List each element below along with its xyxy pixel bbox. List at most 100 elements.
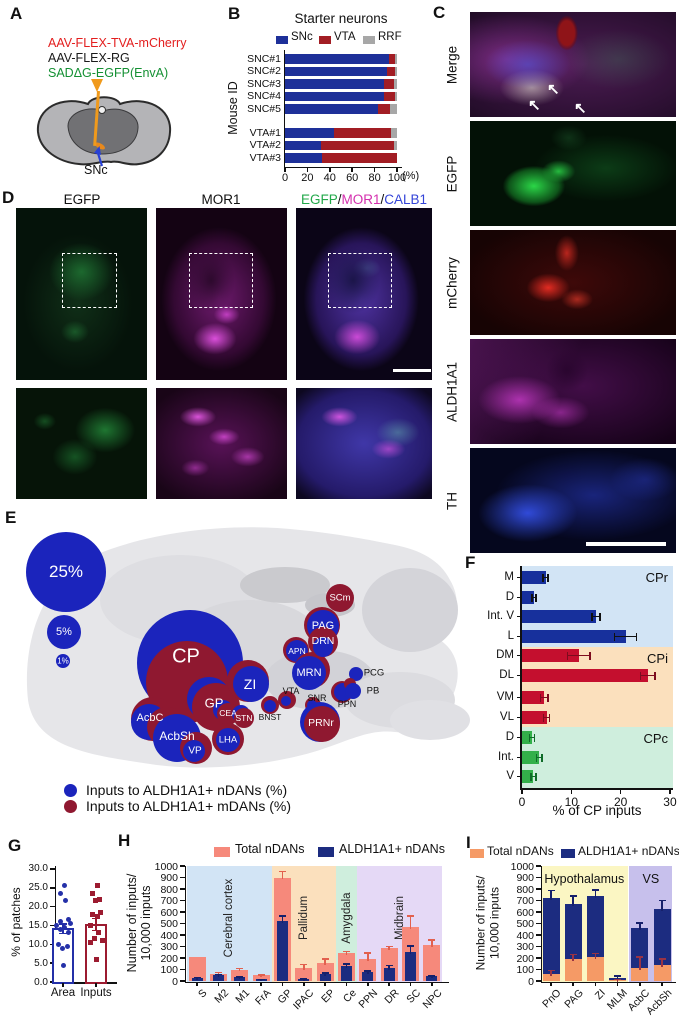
- h-region-label: Pallidum: [297, 895, 310, 941]
- f-group-label: CPi: [647, 651, 668, 666]
- d-col1-title: EGFP: [63, 192, 101, 207]
- i-y-tick: [536, 968, 541, 971]
- d-col3-calb1: CALB1: [384, 192, 428, 207]
- g-y-tick-label: 15.0: [28, 919, 48, 931]
- e-bubble-label: MRN: [296, 667, 322, 679]
- h-y-tick-label: 400: [160, 929, 178, 942]
- f-err-cap: [613, 632, 616, 641]
- b-row-label: VTA#3: [249, 151, 281, 164]
- b-legend-label-vta: VTA: [334, 31, 356, 43]
- b-bar-segment: [320, 140, 394, 150]
- b-legend-label-rrf: RRF: [378, 31, 402, 43]
- e-legend-dot-mdans: [64, 800, 77, 813]
- f-err-line: [531, 596, 536, 599]
- i-y-axis: [540, 866, 542, 982]
- panel-a-label: A: [10, 4, 23, 23]
- b-bar-segment: [394, 91, 397, 101]
- h-bar-aldh: [234, 976, 246, 981]
- h-err-cap: [364, 952, 372, 954]
- b-bar-segment: [393, 140, 397, 150]
- h-err-cap: [214, 971, 222, 974]
- h-err-line: [303, 963, 305, 970]
- i-err-line: [616, 975, 619, 980]
- h-err-line: [324, 972, 326, 976]
- e-bubble: [183, 740, 205, 762]
- g-x-tick: [62, 983, 64, 987]
- i-err-line: [572, 895, 574, 906]
- h-x-tick: [196, 982, 198, 986]
- f-bar: [522, 649, 579, 662]
- e-bubble-label: PPN: [337, 699, 357, 709]
- f-err-cap: [535, 772, 537, 781]
- e-bubble-label: VTA: [282, 686, 300, 696]
- b-bar-segment: [377, 104, 391, 114]
- h-err-line: [345, 963, 348, 969]
- g-data-point: [61, 883, 67, 889]
- i-err-cap: [636, 956, 644, 958]
- e-bubble-label: CEA: [219, 708, 237, 718]
- h-y-axis: [184, 866, 186, 982]
- b-bar-segment: [383, 91, 395, 101]
- i-legend-label-aldh: ALDH1A1+ nDANs: [578, 844, 679, 858]
- h-err-cap: [385, 945, 393, 948]
- h-err-line: [388, 945, 390, 951]
- h-err-line: [367, 952, 369, 962]
- h-y-tick: [180, 934, 185, 936]
- i-x-label: MLM: [605, 987, 631, 1012]
- c-image-aldh1a1: [470, 339, 676, 444]
- h-y-tick-label: 500: [160, 918, 178, 930]
- f-cat-label: M: [504, 570, 514, 583]
- h-x-tick: [217, 982, 220, 986]
- f-bar: [522, 751, 540, 764]
- i-err-cap: [636, 922, 644, 924]
- b-bar-segment: [285, 128, 335, 138]
- f-x-axis-title: % of CP inputs: [552, 803, 642, 818]
- i-y-tick-label: 0: [528, 975, 534, 988]
- f-cat-label: DL: [499, 668, 514, 681]
- e-bubble: [234, 708, 254, 728]
- f-cat-label: VL: [499, 710, 514, 723]
- merge-arrow-icon: ↖: [574, 100, 587, 117]
- b-chart-title: Starter neurons: [294, 11, 388, 26]
- f-err-cap: [639, 671, 642, 680]
- b-x-axis-unit: (%): [402, 170, 420, 182]
- f-group-label: CPr: [645, 570, 668, 585]
- i-y-tick: [536, 922, 541, 925]
- f-bar: [522, 691, 545, 704]
- b-row-label: SNC#3: [247, 77, 281, 90]
- construct-line-egfp-enva: SADΔG-EGFP(EnvA): [48, 66, 169, 80]
- b-x-tick-label: 20: [301, 171, 314, 184]
- b-bar-segment: [390, 104, 397, 114]
- f-x-tick-label: 0: [518, 795, 526, 809]
- i-y-tick: [536, 899, 541, 902]
- f-bar: [522, 669, 648, 682]
- b-row-label: SNC#2: [247, 65, 281, 77]
- e-bubble-label: PCG: [363, 667, 385, 679]
- i-err-cap: [658, 899, 666, 902]
- f-cat-tick: [517, 674, 522, 677]
- e-bubble-label: APN: [288, 646, 306, 656]
- h-region-label: Amygdala: [340, 892, 353, 944]
- i-y-tick-label: 1000: [510, 860, 534, 873]
- e-legend-label-ndans: Inputs to ALDH1A1+ nDANs (%): [86, 782, 288, 798]
- h-err-line: [345, 950, 348, 956]
- i-err-line: [639, 956, 641, 970]
- h-err-cap: [193, 976, 201, 979]
- g-y-tick-label: 10.0: [28, 938, 48, 950]
- i-y-tick-label: 200: [516, 952, 534, 965]
- h-x-tick: [303, 982, 305, 986]
- i-y-tick: [536, 934, 541, 936]
- panel-d-label: D: [2, 188, 15, 207]
- e-bubble-label: SNR: [307, 693, 327, 703]
- i-region-label: VS: [642, 872, 660, 886]
- f-x-tick: [669, 790, 671, 794]
- h-y-tick-label: 600: [160, 906, 178, 919]
- g-y-tick-label: 30.0: [28, 863, 48, 875]
- e-bubble: [349, 667, 363, 681]
- f-x-tick: [570, 790, 573, 794]
- h-x-axis: [184, 981, 449, 983]
- e-bubble-label: SCm: [329, 592, 351, 604]
- i-y-tick-label: 100: [516, 964, 534, 976]
- b-bar-segment: [391, 128, 397, 138]
